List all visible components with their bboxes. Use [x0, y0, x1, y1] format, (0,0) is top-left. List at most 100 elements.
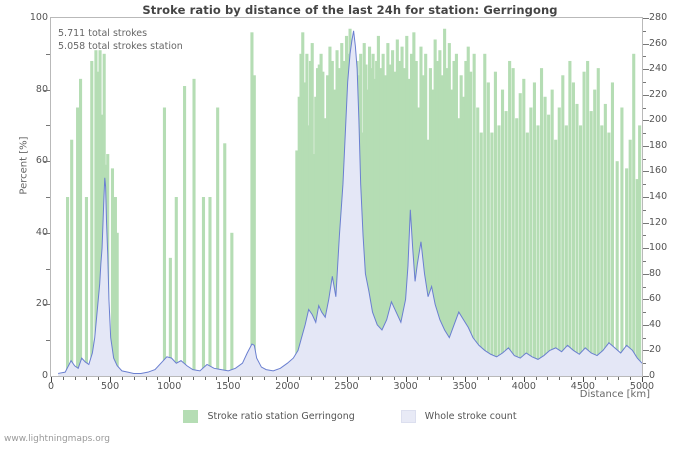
bar: [575, 103, 579, 376]
chart-canvas: [58, 28, 642, 376]
bar: [223, 143, 227, 376]
bar: [490, 132, 494, 376]
y-axis-right-tickmark: [643, 94, 649, 96]
bar: [431, 89, 435, 376]
y-axis-right-tick-label: 280: [649, 12, 668, 23]
y-axis-right-tickmark-minor: [643, 337, 646, 339]
bar: [638, 125, 642, 376]
bar: [515, 118, 519, 376]
bar: [305, 53, 309, 376]
bar: [328, 46, 332, 376]
x-axis-tickmark: [287, 377, 289, 382]
bar: [426, 139, 430, 376]
y-axis-left-tickmark: [46, 197, 50, 198]
bar: [529, 107, 533, 376]
x-axis-tickmark: [559, 377, 561, 380]
bar: [369, 68, 373, 376]
y-axis-left-tickmark: [44, 304, 50, 306]
bar: [216, 107, 220, 376]
x-axis-tick-label: 0: [47, 381, 55, 392]
bar: [301, 32, 305, 376]
x-axis-tick-label: 3500: [452, 381, 477, 392]
x-axis-tickmark: [263, 377, 265, 380]
bar: [632, 53, 636, 376]
bar: [381, 53, 385, 376]
x-axis-tickmark: [251, 377, 253, 380]
annotation-total-strokes: 5.711 total strokes: [58, 28, 148, 39]
y-axis-left-tickmark: [44, 161, 50, 163]
y-axis-left-tick-label: 0: [41, 370, 48, 381]
bar: [493, 71, 497, 376]
legend-swatch-lavender: [400, 410, 416, 423]
x-axis-tickmark: [192, 377, 194, 380]
bar: [386, 43, 390, 376]
plot-inner: [51, 18, 642, 376]
bar: [371, 53, 375, 376]
bar: [326, 75, 330, 376]
bar: [536, 125, 540, 376]
bar: [98, 50, 102, 376]
x-axis-tickmark: [98, 377, 100, 380]
bar: [596, 68, 600, 376]
bar: [600, 125, 604, 376]
y-axis-right-tick-label: 260: [649, 37, 668, 49]
y-axis-right-tickmark: [643, 43, 649, 45]
bar: [314, 96, 318, 376]
bar: [525, 132, 529, 376]
bar: [561, 75, 565, 376]
bar: [364, 64, 368, 376]
bar: [405, 35, 409, 376]
y-axis-right-tick-label: 140: [649, 191, 668, 202]
x-axis-tickmark: [630, 377, 632, 380]
y-axis-right-tickmark: [643, 222, 649, 224]
bar: [412, 32, 416, 376]
bar: [457, 118, 461, 376]
bar: [393, 71, 397, 376]
x-axis-tickmark: [417, 377, 419, 380]
bar: [192, 78, 196, 376]
bar: [400, 46, 404, 376]
y-axis-left-tickmark: [46, 125, 50, 127]
y-axis-right-tickmark-minor: [643, 81, 646, 83]
y-axis-right-tick-label: 20: [649, 344, 662, 356]
x-axis-tickmark: [393, 377, 395, 380]
y-axis-right-tickmark: [643, 273, 649, 275]
bar: [315, 68, 320, 376]
x-axis-tickmark: [145, 377, 147, 380]
bar: [66, 197, 70, 376]
y-axis-right-tickmark-minor: [643, 235, 646, 237]
x-axis-tick-label: 4500: [570, 381, 595, 392]
bar: [466, 46, 470, 376]
x-axis-tickmark: [74, 377, 76, 380]
bar: [409, 53, 414, 376]
bar: [504, 111, 508, 376]
bar: [539, 68, 544, 376]
bar: [183, 86, 187, 376]
bar: [557, 107, 561, 376]
x-axis-tickmark: [452, 377, 454, 380]
bar: [337, 68, 341, 376]
y-axis-right-tickmark: [643, 69, 649, 71]
x-axis-tickmark: [594, 377, 596, 380]
y-axis-left-tickmark: [46, 268, 50, 270]
x-axis-tickmark: [405, 377, 407, 382]
y-axis-right-tickmark-minor: [643, 286, 646, 288]
bar: [486, 82, 490, 376]
bar: [110, 168, 115, 376]
x-axis-tickmark: [204, 377, 206, 380]
x-axis-tick-label: 1500: [216, 381, 241, 392]
bar: [550, 89, 554, 376]
bar: [568, 60, 572, 376]
bar: [96, 71, 100, 376]
y-axis-right-tickmark-minor: [643, 133, 646, 135]
bar: [375, 60, 379, 376]
bar: [610, 82, 614, 376]
line-series: [58, 30, 642, 374]
bar: [115, 232, 119, 376]
bar: [414, 60, 418, 376]
plot-area: [50, 17, 643, 377]
bar: [454, 53, 458, 376]
bar: [511, 68, 515, 376]
bar: [571, 82, 575, 376]
bar: [379, 68, 383, 376]
